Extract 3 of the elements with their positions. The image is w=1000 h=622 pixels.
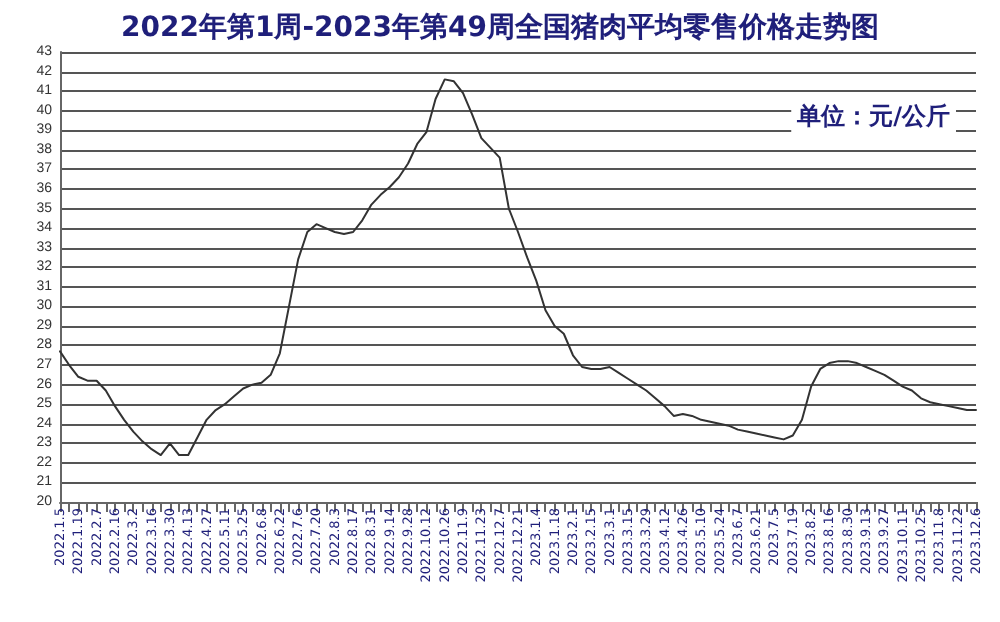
- annotation: 单位：元/公斤: [795, 102, 951, 130]
- chart-title: 2022年第1周-2023年第49周全国猪肉平均零售价格走势图: [121, 12, 879, 44]
- line-series: [59, 78, 977, 457]
